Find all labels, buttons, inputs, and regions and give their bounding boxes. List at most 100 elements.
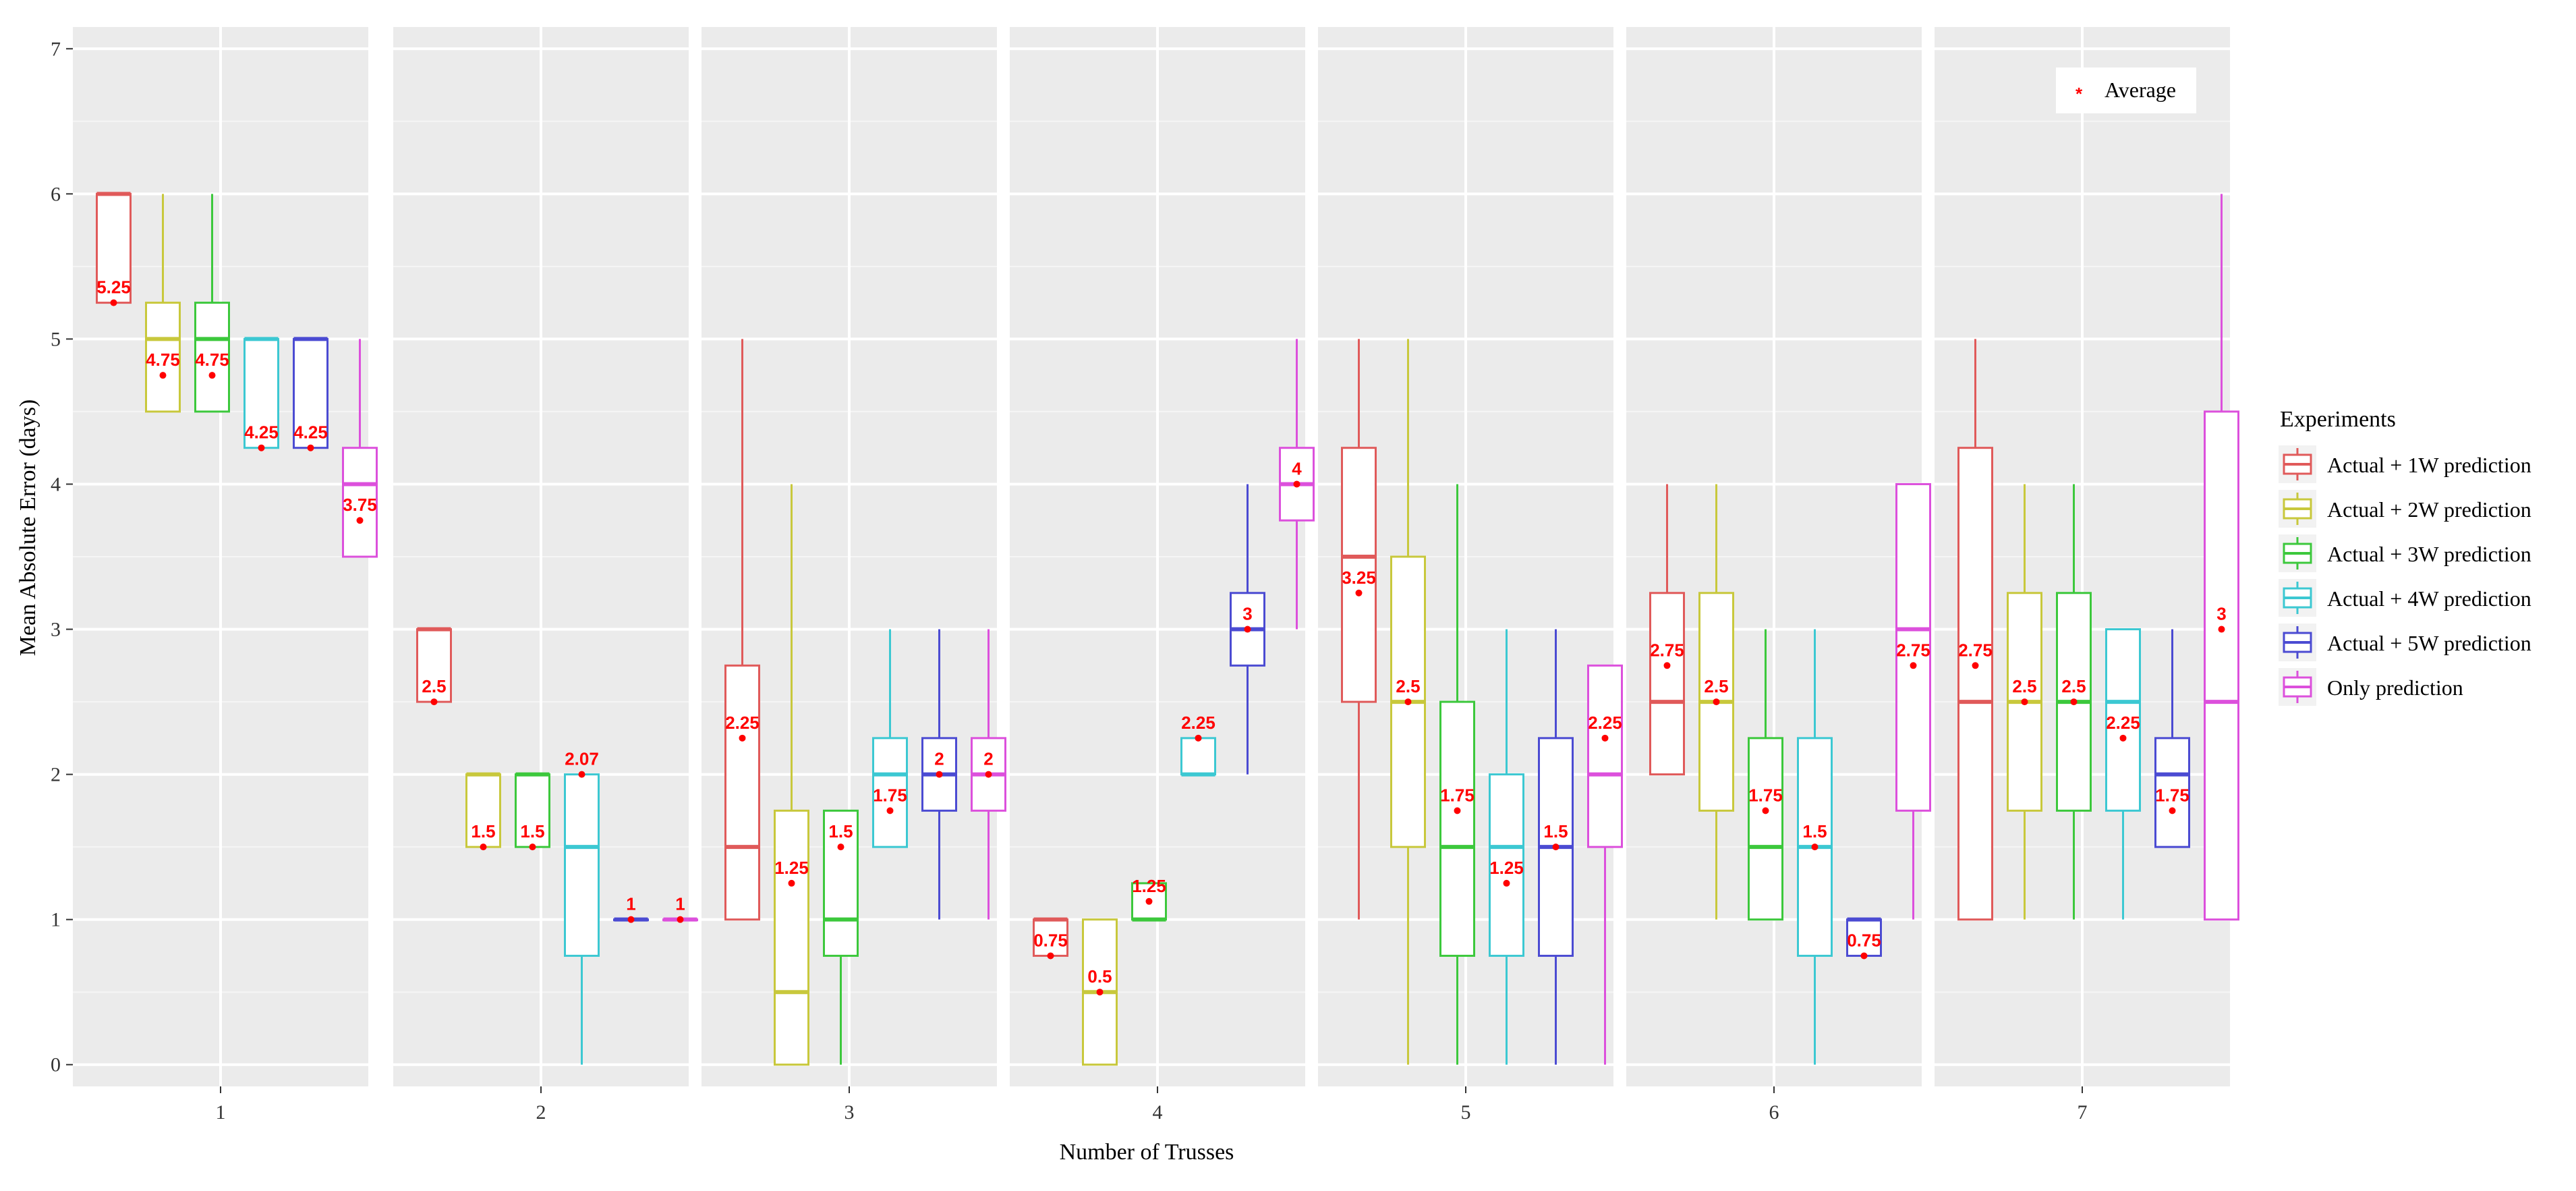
average-value-label: 2.75 bbox=[1958, 640, 1993, 660]
boxplot bbox=[1180, 734, 1216, 777]
legend-item-label: Actual + 4W prediction bbox=[2327, 586, 2531, 611]
box-body bbox=[194, 302, 230, 413]
boxplot bbox=[416, 627, 452, 706]
average-value-label: 2.25 bbox=[1588, 713, 1622, 733]
facet-panel bbox=[73, 27, 368, 1086]
average-point bbox=[1811, 843, 1819, 851]
average-value-label: 1.25 bbox=[1489, 858, 1524, 878]
legend-item-label: Actual + 5W prediction bbox=[2327, 631, 2531, 655]
average-point bbox=[1195, 734, 1202, 742]
average-value-label: 2 bbox=[934, 749, 944, 769]
x-tick-label: 5 bbox=[1461, 1101, 1471, 1124]
average-point bbox=[1601, 734, 1609, 742]
average-value-label: 3 bbox=[1242, 604, 1252, 624]
boxplot bbox=[613, 916, 649, 923]
y-tick-label: 2 bbox=[51, 764, 61, 786]
average-value-label: 1.5 bbox=[520, 821, 544, 841]
average-value-label: 1.25 bbox=[1132, 876, 1166, 896]
average-value-label: 2.5 bbox=[422, 676, 446, 696]
box-body bbox=[724, 664, 760, 921]
average-value-label: 1.75 bbox=[873, 785, 907, 805]
x-tick-label: 3 bbox=[845, 1101, 855, 1124]
boxplot bbox=[724, 339, 760, 921]
box-body bbox=[1957, 447, 1993, 921]
average-value-label: 1.75 bbox=[1748, 785, 1783, 805]
average-value-label: 1 bbox=[626, 894, 635, 914]
average-value-label: 0.5 bbox=[1087, 966, 1112, 987]
average-value-label: 2.75 bbox=[1896, 640, 1930, 660]
average-point bbox=[480, 843, 487, 851]
boxplot bbox=[872, 629, 908, 848]
boxplot bbox=[2154, 629, 2190, 848]
boxplot bbox=[1131, 882, 1167, 922]
average-value-label: 1.5 bbox=[471, 821, 495, 841]
boxplot bbox=[342, 339, 378, 558]
average-point bbox=[2070, 698, 2078, 706]
legend-item: Actual + 5W prediction bbox=[2279, 624, 2531, 661]
box-body bbox=[2154, 737, 2190, 848]
average-point bbox=[2218, 626, 2225, 633]
boxplot bbox=[2105, 628, 2141, 920]
average-point bbox=[1972, 662, 1979, 669]
x-tick-label: 1 bbox=[216, 1101, 226, 1124]
boxplot bbox=[564, 771, 600, 1065]
average-point bbox=[529, 843, 536, 851]
y-axis: 0 1 2 3 4 5 6 7 bbox=[51, 38, 73, 1076]
boxplot bbox=[921, 629, 957, 920]
x-tick-label: 2 bbox=[536, 1101, 546, 1124]
average-value-label: 3.25 bbox=[1342, 567, 1376, 588]
boxplot bbox=[1846, 917, 1882, 960]
average-value-label: 2 bbox=[983, 749, 993, 769]
boxplot bbox=[1895, 482, 1931, 920]
average-value-label: 1.75 bbox=[1440, 785, 1475, 805]
average-point bbox=[1762, 807, 1769, 814]
boxplot bbox=[1649, 484, 1685, 776]
boxplot bbox=[1489, 629, 1524, 1065]
average-point bbox=[985, 771, 992, 778]
average-value-label: 1.5 bbox=[828, 821, 853, 841]
box-body bbox=[1748, 737, 1783, 921]
box-body bbox=[1341, 447, 1377, 703]
average-point bbox=[1047, 952, 1054, 960]
average-value-label: 1 bbox=[675, 894, 685, 914]
average-point bbox=[1145, 897, 1153, 905]
box-body bbox=[2204, 410, 2239, 921]
legend-item: Actual + 1W prediction bbox=[2279, 445, 2531, 483]
boxplot bbox=[515, 772, 550, 851]
boxplot bbox=[1748, 629, 1783, 921]
boxplot bbox=[1538, 629, 1574, 1065]
boxplot bbox=[1439, 484, 1475, 1065]
boxplot bbox=[1082, 918, 1118, 1066]
legend-title: Experiments bbox=[2280, 407, 2396, 432]
box-body bbox=[1587, 664, 1623, 848]
average-value-label: 2.25 bbox=[725, 713, 760, 733]
average-point bbox=[1503, 879, 1510, 887]
boxplot bbox=[1587, 664, 1623, 1065]
average-legend-box bbox=[2056, 67, 2196, 113]
average-value-label: 2.07 bbox=[565, 749, 599, 769]
box-body bbox=[1439, 700, 1475, 957]
average-value-label: 2.25 bbox=[1181, 713, 1215, 733]
boxplot bbox=[465, 772, 501, 851]
box-body bbox=[515, 773, 550, 848]
box-body bbox=[774, 809, 809, 1066]
average-value-label: 1.25 bbox=[774, 858, 809, 878]
average-point bbox=[2021, 698, 2028, 706]
boxplot bbox=[1279, 339, 1315, 630]
x-tick-label: 4 bbox=[1153, 1101, 1163, 1124]
average-point bbox=[208, 372, 216, 379]
boxplot bbox=[662, 916, 698, 923]
average-point bbox=[1663, 662, 1671, 669]
average-point bbox=[627, 916, 635, 923]
average-point bbox=[1293, 480, 1300, 488]
x-axis: 1 2 3 4 5 6 7 bbox=[216, 1086, 2088, 1124]
x-tick-label: 7 bbox=[2078, 1101, 2088, 1124]
average-value-label: 0.75 bbox=[1033, 930, 1068, 950]
boxplot bbox=[2056, 484, 2092, 920]
boxplot bbox=[1341, 339, 1377, 920]
average-point bbox=[356, 517, 364, 524]
average-point bbox=[1244, 626, 1251, 633]
legend-item-label: Only prediction bbox=[2327, 675, 2463, 700]
box-body bbox=[1649, 592, 1685, 776]
